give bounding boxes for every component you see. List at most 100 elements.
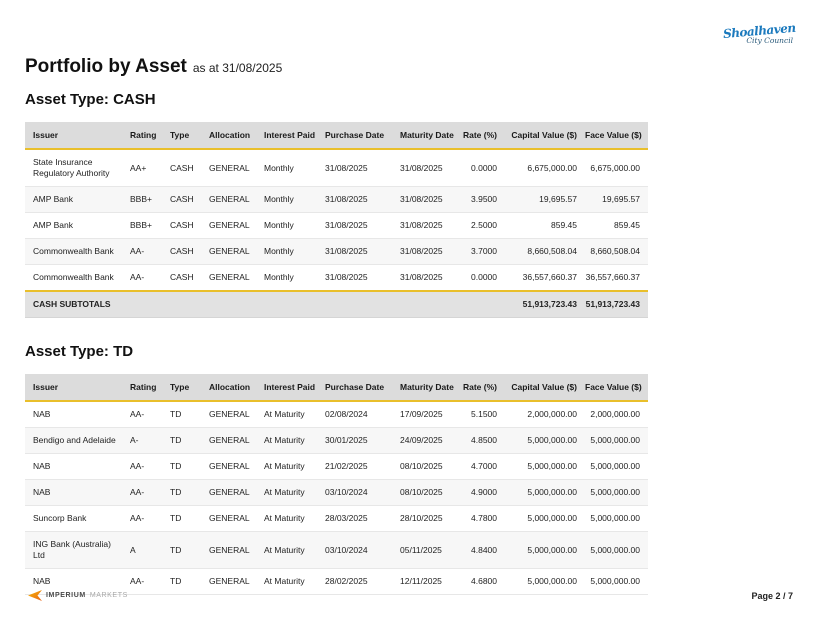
table-header-row: Issuer Rating Type Allocation Interest P… [25, 374, 648, 402]
table-cell: 4.8500 [460, 427, 505, 455]
column-header: Capital Value ($) [505, 374, 585, 402]
table-row: Suncorp Bank AA- TD GENERAL At Maturity 28/03… [25, 505, 648, 533]
table-row: AMP Bank BBB+ CASH GENERAL Monthly 31/08/2025… [25, 186, 648, 214]
imperium-arrow-icon [28, 590, 42, 601]
section-heading-cash: Asset Type: CASH [25, 91, 156, 108]
table-cell: AA- [122, 401, 162, 429]
column-header: Face Value ($) [585, 122, 648, 150]
table-cell: 8,660,508.04 [585, 238, 648, 266]
table-cell: GENERAL [201, 238, 256, 266]
table-cell: CASH [162, 238, 201, 266]
table-cell: 5,000,000.00 [505, 531, 585, 570]
table-cell: 5,000,000.00 [585, 505, 648, 533]
page-subtitle: as at 31/08/2025 [192, 61, 283, 75]
table-cell: 36,557,660.37 [505, 264, 585, 292]
table-cell: BBB+ [122, 212, 162, 240]
table-row: ING Bank (Australia) Ltd A TD GENERAL At Mat… [25, 531, 648, 570]
table-row: State Insurance Regulatory Authority AA+ C… [25, 149, 648, 188]
table-cell: ING Bank (Australia) Ltd [25, 531, 122, 570]
table-cell: Bendigo and Adelaide [25, 427, 122, 455]
table-cell: 2.5000 [460, 212, 505, 240]
table-row: NAB AA- TD GENERAL At Maturity 02/08/2024 17/0… [25, 401, 648, 429]
table-cell: BBB+ [122, 186, 162, 214]
column-header: Issuer [25, 122, 122, 150]
table-cell: TD [162, 453, 201, 481]
table-cell: 31/08/2025 [392, 264, 460, 292]
table-cell: CASH [162, 212, 201, 240]
table-cell: Commonwealth Bank [25, 238, 122, 266]
table-cell: AA- [122, 238, 162, 266]
table-cell: 5,000,000.00 [585, 453, 648, 481]
column-header: Capital Value ($) [505, 122, 585, 150]
table-row: Commonwealth Bank AA- CASH GENERAL Monthly 31… [25, 238, 648, 266]
cash-table: Issuer Rating Type Allocation Interest P… [25, 122, 648, 319]
page-title-text: Portfolio by Asset [25, 56, 187, 77]
column-header: Maturity Date [392, 374, 460, 402]
table-row: NAB AA- TD GENERAL At Maturity 28/02/2025 12/1… [25, 568, 648, 596]
table-cell: AMP Bank [25, 212, 122, 240]
table-cell: 31/08/2025 [392, 149, 460, 188]
table-cell: A- [122, 427, 162, 455]
table-cell: GENERAL [201, 453, 256, 481]
table-cell: 31/08/2025 [392, 238, 460, 266]
table-cell: 859.45 [505, 212, 585, 240]
table-cell: 5,000,000.00 [585, 531, 648, 570]
table-cell: TD [162, 505, 201, 533]
table-row: AMP Bank BBB+ CASH GENERAL Monthly 31/08/2025… [25, 212, 648, 240]
column-header: Allocation [201, 122, 256, 150]
table-cell: CASH [162, 186, 201, 214]
table-cell: At Maturity [256, 479, 317, 507]
section-heading-td: Asset Type: TD [25, 343, 134, 360]
column-header: Purchase Date [317, 122, 392, 150]
table-cell: AMP Bank [25, 186, 122, 214]
table-cell: CASH [162, 149, 201, 188]
council-logo-subtitle: City Council [746, 36, 793, 45]
imperium-logo: IMPERIUM MARKETS [28, 590, 128, 601]
table-cell: Monthly [256, 238, 317, 266]
table-cell: 31/08/2025 [317, 212, 392, 240]
table-cell: 3.9500 [460, 186, 505, 214]
table-cell: 5,000,000.00 [585, 427, 648, 455]
column-header: Rate (%) [460, 374, 505, 402]
table-cell: 4.9000 [460, 479, 505, 507]
table-cell: 5,000,000.00 [505, 479, 585, 507]
table-cell: 12/11/2025 [392, 568, 460, 596]
table-cell: GENERAL [201, 568, 256, 596]
table-cell: TD [162, 479, 201, 507]
table-cell: GENERAL [201, 531, 256, 570]
table-cell: A [122, 531, 162, 570]
table-cell: 31/08/2025 [317, 264, 392, 292]
table-cell: 2,000,000.00 [505, 401, 585, 429]
table-cell: 859.45 [585, 212, 648, 240]
column-header: Type [162, 374, 201, 402]
table-cell: 5,000,000.00 [505, 427, 585, 455]
subtotal-value: 51,913,723.43 [505, 290, 585, 319]
column-header: Purchase Date [317, 374, 392, 402]
column-header: Rating [122, 122, 162, 150]
subtotal-label: CASH SUBTOTALS [25, 290, 505, 319]
table-cell: At Maturity [256, 531, 317, 570]
table-cell: AA- [122, 568, 162, 596]
table-cell: 31/08/2025 [317, 186, 392, 214]
table-cell: Monthly [256, 212, 317, 240]
column-header: Rating [122, 374, 162, 402]
table-cell: AA- [122, 505, 162, 533]
table-cell: Suncorp Bank [25, 505, 122, 533]
subtotal-row: CASH SUBTOTALS 51,913,723.43 51,913,723.43 [25, 290, 648, 319]
column-header: Allocation [201, 374, 256, 402]
table-cell: 02/08/2024 [317, 401, 392, 429]
table-cell: AA- [122, 453, 162, 481]
table-cell: 5,000,000.00 [505, 505, 585, 533]
table-cell: 28/10/2025 [392, 505, 460, 533]
table-cell: 03/10/2024 [317, 531, 392, 570]
table-cell: At Maturity [256, 505, 317, 533]
table-cell: 36,557,660.37 [585, 264, 648, 292]
table-cell: 5.1500 [460, 401, 505, 429]
table-row: NAB AA- TD GENERAL At Maturity 21/02/2025 08/1… [25, 453, 648, 481]
column-header: Interest Paid [256, 374, 317, 402]
table-cell: GENERAL [201, 479, 256, 507]
table-cell: TD [162, 531, 201, 570]
table-cell: 6,675,000.00 [585, 149, 648, 188]
column-header: Face Value ($) [585, 374, 648, 402]
